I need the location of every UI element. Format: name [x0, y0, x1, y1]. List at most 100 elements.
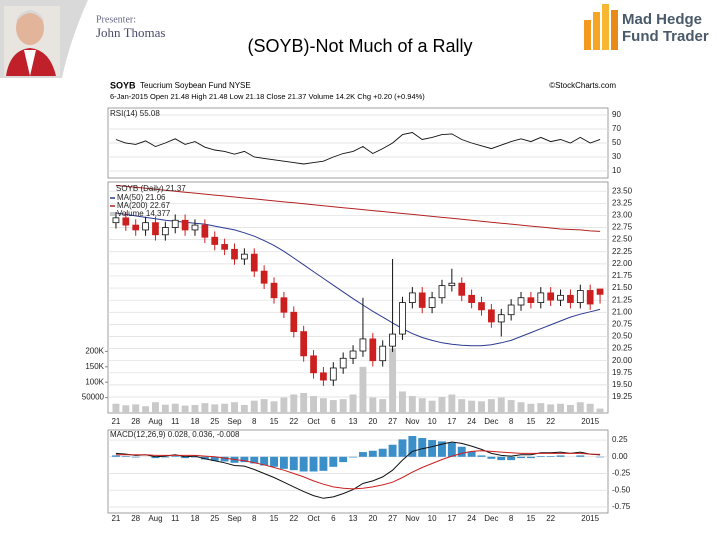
chart-area: [108, 78, 656, 516]
y-tick-label: 20.75: [612, 319, 633, 328]
volume-bar: [171, 403, 179, 413]
x-tick-label: 8: [252, 514, 257, 523]
volume-bar: [161, 404, 169, 413]
macd-histogram: [181, 456, 190, 459]
y-tick-label: 23.00: [612, 211, 633, 220]
x-tick-label: 25: [210, 417, 219, 426]
candle-body: [221, 244, 228, 250]
chart-subtitle: Teucrium Soybean Fund NYSE: [140, 81, 251, 90]
macd-histogram: [121, 456, 130, 457]
y-tick-label: 19.75: [612, 368, 633, 377]
volume-bar: [112, 403, 120, 413]
x-tick-label: 11: [171, 417, 180, 426]
x-tick-label: Sep: [227, 417, 242, 426]
volume-bar: [418, 398, 426, 413]
volume-bar: [527, 403, 535, 413]
volume-bar: [270, 401, 278, 413]
macd-histogram: [457, 446, 466, 457]
candle-body: [497, 314, 505, 323]
x-tick-label: 27: [388, 514, 397, 523]
candle-body: [241, 253, 248, 260]
macd-title: MACD(12,26,9) 0.028, 0.036, -0.008: [110, 430, 240, 439]
candle-body: [260, 270, 268, 284]
candle-body: [329, 367, 337, 381]
macd-histogram: [507, 456, 516, 461]
y-tick-label: 50000: [82, 393, 105, 402]
y-tick-label: -0.25: [612, 469, 631, 478]
logo-text: Mad Hedge: [622, 11, 702, 28]
x-tick-label: Dec: [484, 417, 498, 426]
volume-bar: [517, 402, 525, 413]
candle-body: [152, 222, 159, 236]
volume-bar: [280, 397, 288, 413]
y-tick-label: 22.50: [612, 235, 633, 244]
x-tick-label: 17: [447, 514, 456, 523]
x-tick-label: 15: [270, 417, 279, 426]
volume-bar: [497, 397, 505, 413]
moving-average: [115, 212, 601, 347]
candle-body: [270, 282, 278, 299]
y-tick-label: 22.25: [612, 247, 633, 256]
candle-body: [181, 219, 189, 231]
macd-histogram: [408, 436, 417, 457]
x-tick-label: Nov: [405, 514, 419, 523]
candle-body: [132, 224, 140, 231]
candle-body: [507, 304, 515, 316]
macd-histogram: [171, 456, 180, 457]
volume-bar: [300, 392, 308, 413]
candle-body: [359, 338, 367, 352]
macd-histogram: [487, 456, 496, 459]
x-tick-label: Oct: [307, 514, 320, 523]
candle-body: [527, 297, 535, 303]
volume-bar: [576, 402, 584, 413]
logo-text: Fund Trader: [622, 28, 709, 45]
volume-bar: [122, 405, 130, 413]
x-tick-label: 20: [368, 514, 377, 523]
y-tick-label: 50: [612, 138, 621, 147]
macd-histogram: [151, 456, 160, 459]
candle-body: [250, 253, 258, 272]
y-tick-label: -0.75: [612, 502, 631, 511]
y-tick-label: -0.50: [612, 485, 631, 494]
volume-bar: [221, 403, 229, 413]
x-tick-label: 6: [331, 514, 336, 523]
volume-bar: [379, 399, 387, 413]
y-tick-label: 21.25: [612, 295, 633, 304]
volume-bar: [329, 400, 337, 413]
rsi-title: RSI(14) 55.08: [110, 109, 160, 118]
volume-bar: [132, 404, 140, 413]
x-tick-label: Nov: [405, 417, 419, 426]
y-tick-label: 19.50: [612, 380, 633, 389]
y-tick-label: 30: [612, 152, 621, 161]
y-tick-label: 0.00: [612, 452, 628, 461]
macd-histogram: [349, 456, 358, 458]
x-tick-label: 8: [252, 417, 257, 426]
legend-swatch: [110, 212, 115, 216]
volume-bar: [487, 399, 495, 413]
x-tick-label: 28: [131, 417, 140, 426]
volume-bar: [201, 403, 209, 413]
signal-line: [115, 450, 601, 490]
y-tick-label: 150K: [85, 362, 104, 371]
chart-info: 6-Jan-2015 Open 21.48 High 21.48 Low 21.…: [110, 92, 425, 101]
x-tick-label: 8: [509, 417, 514, 426]
x-tick-label: 24: [467, 417, 476, 426]
macd-histogram: [260, 456, 269, 466]
chart-source: ©StockCharts.com: [549, 81, 616, 90]
x-tick-label: 11: [171, 514, 180, 523]
volume-bar: [319, 398, 327, 413]
y-tick-label: 100K: [85, 377, 104, 386]
moving-average: [115, 184, 601, 232]
x-tick-label: Oct: [307, 417, 320, 426]
candle-body: [349, 350, 357, 359]
volume-bar: [408, 396, 416, 413]
candle-body: [537, 292, 545, 303]
candle-body: [478, 302, 485, 311]
presenter-label: Presenter:: [96, 14, 136, 25]
candle-body: [428, 297, 436, 308]
x-tick-label: 15: [270, 514, 279, 523]
legend-entry: MA(50) 21.06: [117, 193, 166, 202]
macd-histogram: [191, 456, 199, 458]
candle-body: [389, 333, 396, 347]
candle-body: [369, 338, 377, 362]
